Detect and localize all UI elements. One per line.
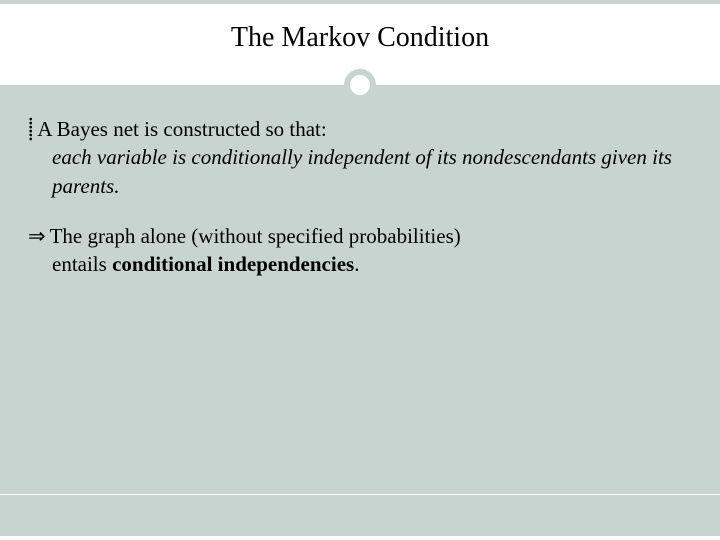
bullet-marker-icon: ⸽: [28, 115, 33, 143]
bullet-continuation-plain: entails conditional independencies.: [28, 250, 692, 278]
footer-band: [0, 495, 720, 540]
circle-divider-icon: [344, 69, 376, 101]
cont-bold: conditional independencies: [112, 252, 354, 276]
cont-prefix: entails: [52, 252, 112, 276]
slide-title: The Markov Condition: [0, 22, 720, 54]
bullet-lead-text: The graph alone (without specified proba…: [50, 222, 692, 250]
bullet-line: ⇒ The graph alone (without specified pro…: [28, 222, 692, 250]
slide: The Markov Condition ⸽ A Bayes net is co…: [0, 0, 720, 540]
bullet-continuation-italic: each variable is conditionally independe…: [28, 143, 692, 200]
bullet-lead-text: A Bayes net is constructed so that:: [37, 115, 692, 143]
bullet-block-2: ⇒ The graph alone (without specified pro…: [28, 222, 692, 279]
bullet-block-1: ⸽ A Bayes net is constructed so that: ea…: [28, 115, 692, 200]
bullet-line: ⸽ A Bayes net is constructed so that:: [28, 115, 692, 143]
cont-suffix: .: [354, 252, 359, 276]
body-region: ⸽ A Bayes net is constructed so that: ea…: [0, 85, 720, 495]
arrow-icon: ⇒: [28, 222, 46, 250]
